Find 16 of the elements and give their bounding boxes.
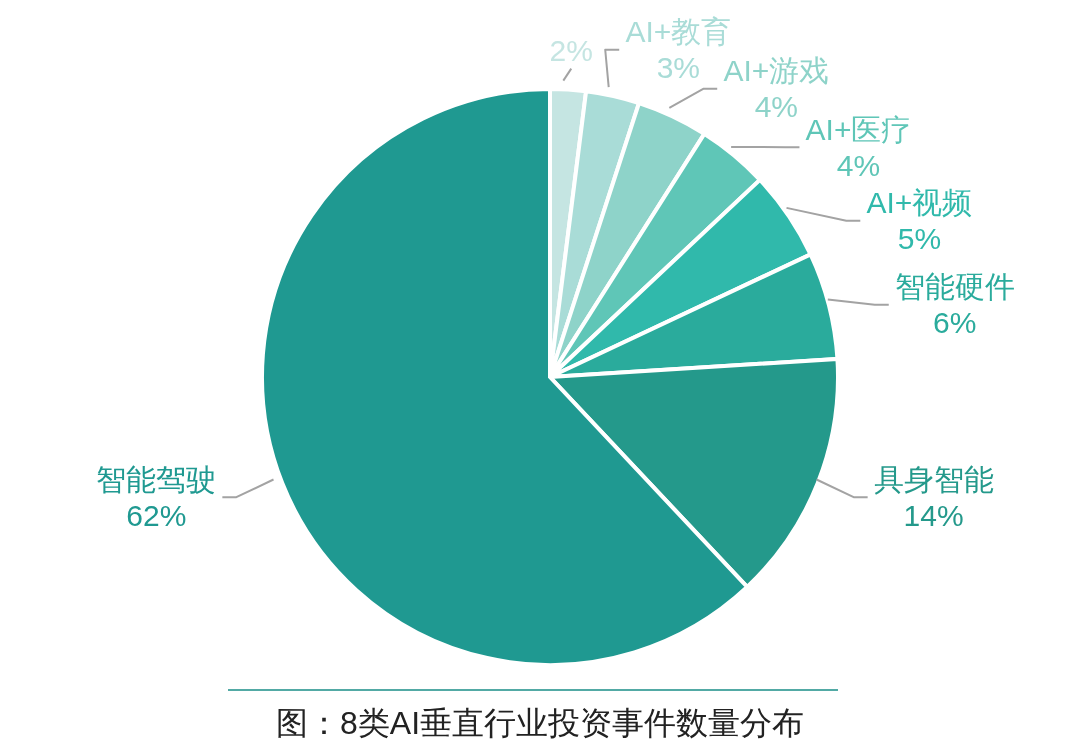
data-label: 4% xyxy=(836,148,881,182)
data-label: 6% xyxy=(933,306,977,340)
data-label: 14% xyxy=(903,498,964,532)
slice-label: 智能驾驶 xyxy=(96,462,217,496)
data-label: 62% xyxy=(126,498,187,532)
data-label: 5% xyxy=(897,222,942,256)
slice-label: 具身智能 xyxy=(873,462,994,496)
text: 图：8类AI垂直行业投资事件数量分布 xyxy=(275,704,805,742)
slice-label: AI+游戏 xyxy=(723,54,830,88)
data-label: 3% xyxy=(656,51,700,85)
slice-label: 智能硬件 xyxy=(894,270,1015,304)
slice-label: AI+视频 xyxy=(866,186,973,220)
slice-label: AI+医疗 xyxy=(805,112,912,146)
slice-label: AI+教育 xyxy=(625,15,732,49)
data-label: 2% xyxy=(549,34,593,68)
data-label: 4% xyxy=(754,90,798,124)
